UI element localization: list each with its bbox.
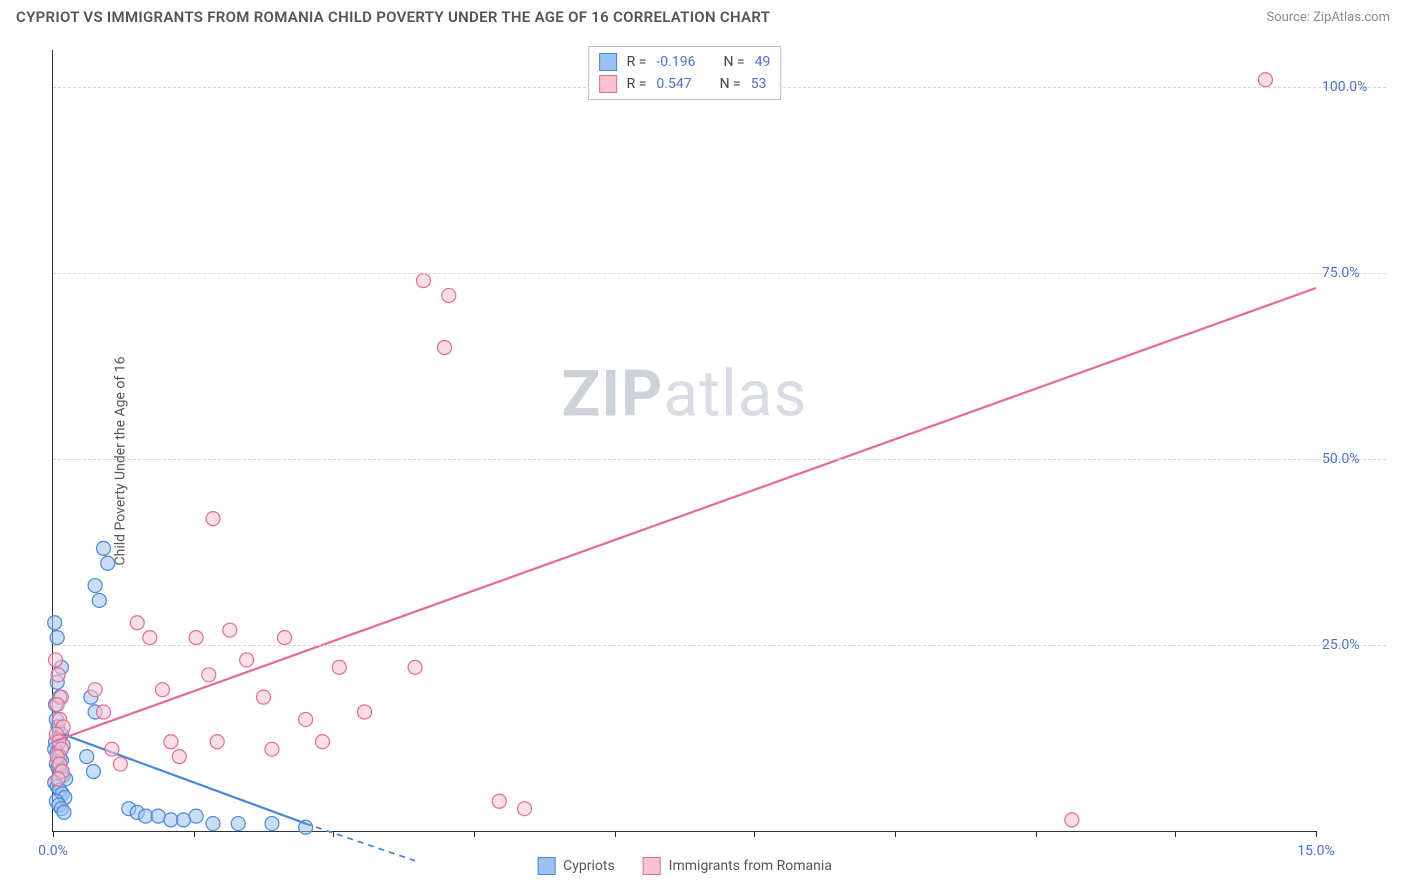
chart-title: CYPRIOT VS IMMIGRANTS FROM ROMANIA CHILD…	[16, 8, 770, 26]
data-point	[206, 817, 220, 831]
data-point	[358, 705, 372, 719]
data-point	[113, 757, 127, 771]
x-tick-mark	[194, 831, 195, 837]
data-point	[97, 541, 111, 555]
data-point	[518, 802, 532, 816]
data-point	[143, 631, 157, 645]
data-point	[1065, 813, 1079, 827]
x-tick-mark	[474, 831, 475, 837]
legend-row: R = -0.196 N = 49	[599, 51, 771, 73]
x-tick-mark	[333, 831, 334, 837]
data-point	[265, 742, 279, 756]
data-point	[101, 556, 115, 570]
data-point	[223, 623, 237, 637]
data-point	[50, 631, 64, 645]
x-tick-mark	[615, 831, 616, 837]
scatter-svg	[53, 50, 1316, 831]
data-point	[164, 735, 178, 749]
data-point	[57, 805, 71, 819]
data-point	[442, 288, 456, 302]
trend-line	[53, 288, 1316, 742]
data-point	[416, 274, 430, 288]
x-tick-label: 15.0%	[1297, 843, 1335, 859]
chart-container: Child Poverty Under the Age of 16 ZIPatl…	[22, 40, 1396, 882]
data-point	[231, 817, 245, 831]
data-point	[48, 616, 62, 630]
data-point	[151, 809, 165, 823]
n-value: 49	[755, 51, 771, 73]
y-tick-label: 25.0%	[1322, 637, 1388, 653]
data-point	[97, 705, 111, 719]
data-point	[86, 764, 100, 778]
data-point	[206, 512, 220, 526]
swatch-icon	[599, 75, 617, 93]
x-tick-mark	[53, 831, 54, 837]
r-value: 0.547	[656, 73, 691, 95]
x-tick-mark	[754, 831, 755, 837]
data-point	[92, 593, 106, 607]
data-point	[210, 735, 224, 749]
swatch-icon	[537, 857, 555, 875]
data-point	[105, 742, 119, 756]
n-value: 53	[751, 73, 767, 95]
correlation-legend: R = -0.196 N = 49 R = 0.547 N = 53	[588, 46, 782, 100]
data-point	[177, 813, 191, 827]
data-point	[189, 809, 203, 823]
data-point	[202, 668, 216, 682]
data-point	[257, 690, 271, 704]
data-point	[278, 631, 292, 645]
data-point	[155, 683, 169, 697]
data-point	[88, 579, 102, 593]
data-point	[408, 660, 422, 674]
data-point	[172, 750, 186, 764]
y-tick-label: 100.0%	[1322, 79, 1388, 95]
plot-area: ZIPatlas R = -0.196 N = 49 R = 0.547 N =…	[52, 50, 1316, 832]
legend-label: Cypriots	[563, 858, 615, 874]
y-tick-label: 75.0%	[1322, 265, 1388, 281]
gridline	[53, 273, 1386, 274]
legend-row: R = 0.547 N = 53	[599, 73, 771, 95]
r-value: -0.196	[656, 51, 695, 73]
swatch-icon	[599, 53, 617, 71]
data-point	[1258, 73, 1272, 87]
swatch-icon	[643, 857, 661, 875]
legend-item: Cypriots	[537, 857, 615, 875]
data-point	[332, 660, 346, 674]
data-point	[240, 653, 254, 667]
x-tick-mark	[1036, 831, 1037, 837]
x-tick-mark	[1175, 831, 1176, 837]
data-point	[164, 813, 178, 827]
source-attribution: Source: ZipAtlas.com	[1266, 10, 1390, 25]
data-point	[492, 794, 506, 808]
data-point	[88, 683, 102, 697]
data-point	[139, 809, 153, 823]
data-point	[49, 653, 63, 667]
gridline	[53, 459, 1386, 460]
legend-item: Immigrants from Romania	[643, 857, 832, 875]
x-tick-mark	[1316, 831, 1317, 837]
legend-label: Immigrants from Romania	[669, 858, 832, 874]
data-point	[189, 631, 203, 645]
data-point	[299, 712, 313, 726]
trend-line-extrapolation	[306, 824, 415, 861]
data-point	[265, 817, 279, 831]
data-point	[51, 772, 65, 786]
data-point	[315, 735, 329, 749]
series-legend: Cypriots Immigrants from Romania	[537, 857, 832, 875]
data-point	[438, 341, 452, 355]
y-tick-label: 50.0%	[1322, 451, 1388, 467]
x-tick-label: 0.0%	[38, 843, 68, 859]
data-point	[80, 750, 94, 764]
data-point	[50, 698, 64, 712]
data-point	[130, 616, 144, 630]
data-point	[51, 668, 65, 682]
gridline	[53, 645, 1386, 646]
x-tick-mark	[895, 831, 896, 837]
